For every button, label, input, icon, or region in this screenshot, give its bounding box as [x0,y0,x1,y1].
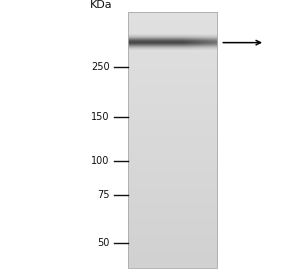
Text: 250: 250 [91,62,109,72]
Text: 50: 50 [97,238,109,248]
Text: 100: 100 [91,156,109,166]
Text: KDa: KDa [90,0,112,10]
Text: 150: 150 [91,112,109,122]
Text: 75: 75 [97,190,109,200]
Bar [128,12,217,268]
